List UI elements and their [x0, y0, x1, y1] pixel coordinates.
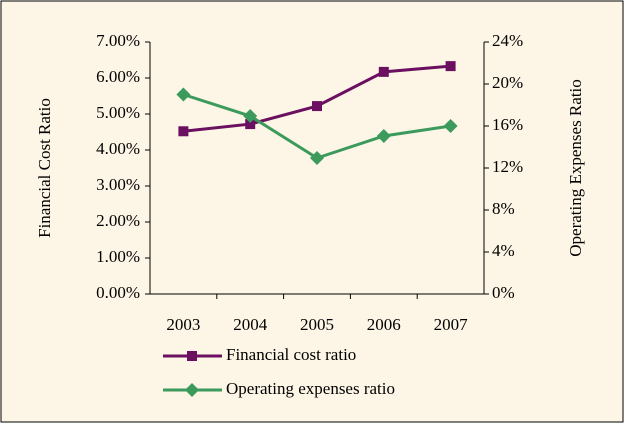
x-tick-label: 2006	[367, 315, 401, 334]
x-tick-label: 2003	[166, 315, 200, 334]
y2-tick-label: 16%	[492, 115, 523, 134]
y-tick-label: 4.00%	[96, 139, 140, 158]
y-tick-label: 5.00%	[96, 103, 140, 122]
y2-axis-label: Operating Expenses Ratio	[566, 79, 585, 257]
series-marker	[176, 87, 191, 102]
series-marker	[245, 119, 256, 130]
y2-tick-label: 24%	[492, 31, 523, 50]
y-tick-label: 7.00%	[96, 31, 140, 50]
legend-label: Operating expenses ratio	[226, 379, 395, 398]
y2-tick-label: 12%	[492, 157, 523, 176]
y-tick-label: 6.00%	[96, 67, 140, 86]
series-marker	[243, 109, 258, 124]
y-tick-label: 3.00%	[96, 175, 140, 194]
y-tick-label: 0.00%	[96, 283, 140, 302]
series-marker	[378, 66, 389, 77]
x-tick-label: 2007	[434, 315, 469, 334]
y-tick-label: 1.00%	[96, 247, 140, 266]
series-marker	[445, 61, 456, 72]
y2-tick-label: 8%	[492, 199, 515, 218]
series-marker	[443, 119, 458, 133]
y-tick-label: 2.00%	[96, 211, 140, 230]
x-tick-label: 2005	[300, 315, 334, 334]
series-marker	[376, 128, 391, 143]
series-marker	[178, 126, 189, 137]
y2-tick-label: 4%	[492, 241, 515, 260]
series-marker	[312, 101, 322, 112]
series-marker	[310, 151, 324, 166]
legend-marker	[187, 351, 197, 361]
y-axis-label: Financial Cost Ratio	[35, 98, 54, 238]
legend-label: Financial cost ratio	[226, 345, 356, 364]
legend-marker	[185, 383, 199, 397]
x-tick-label: 2004	[233, 315, 268, 334]
y2-tick-label: 0%	[492, 283, 515, 302]
y2-tick-label: 20%	[492, 73, 523, 92]
